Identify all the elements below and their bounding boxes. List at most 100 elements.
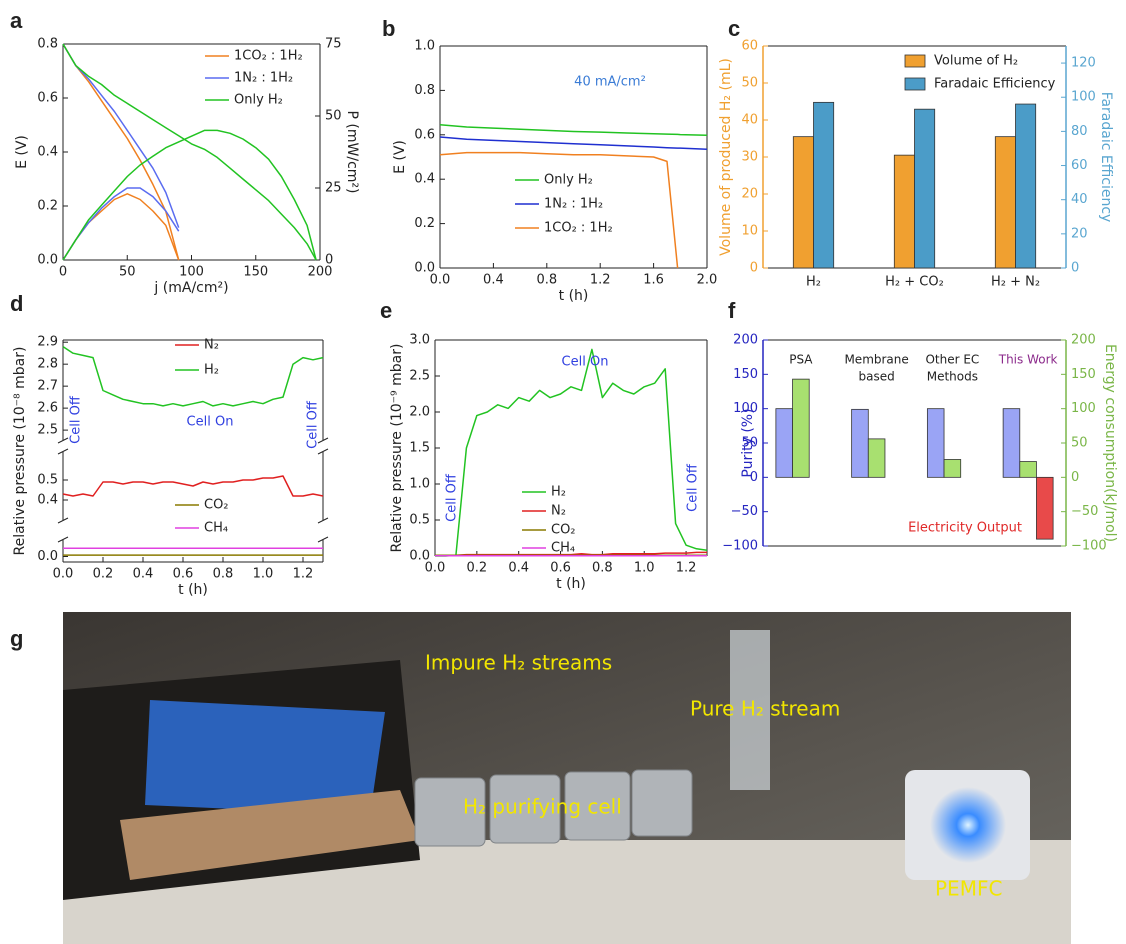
y-tick-label: 0.0 [409, 549, 430, 564]
bar [1020, 462, 1037, 478]
y-tick-label: 0.6 [37, 91, 58, 106]
legend-label: Only H₂ [234, 93, 283, 108]
x-tick-label: 0.2 [93, 567, 114, 582]
y-tick-label: 0.0 [414, 261, 435, 276]
data-line [440, 125, 707, 135]
annotation: Electricity Output [908, 521, 1022, 536]
y-axis-label: Relative pressure (10⁻⁸ mbar) [12, 347, 28, 556]
y-tick-label: 0.8 [37, 37, 58, 52]
y2-tick-label: 40 [1071, 192, 1088, 207]
y2-tick-label: 0 [325, 253, 333, 268]
y2-tick-label: 50 [325, 109, 342, 124]
axis-break [320, 520, 326, 540]
y2-tick-label: 0 [1071, 470, 1079, 485]
y2-tick-label: 25 [325, 181, 342, 196]
x-tick-label: 0.4 [483, 273, 504, 288]
panel-letter: a [10, 8, 23, 33]
y-tick-label: 20 [741, 187, 758, 202]
photo: Impure H₂ streams Pure H₂ stream H₂ puri… [63, 612, 1071, 944]
category-label: based [859, 370, 895, 384]
bar [1036, 477, 1053, 539]
legend-swatch [905, 78, 925, 90]
x-tick-label: 1.6 [643, 273, 664, 288]
y2-axis-label: P (mW/cm²) [344, 111, 360, 194]
axis-break [60, 520, 66, 540]
legend-label: 1N₂ : 1H₂ [234, 71, 293, 86]
panel-letter: d [10, 291, 23, 316]
x-tick-label: 1.2 [293, 567, 314, 582]
category-label: Methods [927, 370, 978, 384]
y-tick-label: −100 [722, 539, 758, 554]
bar [915, 109, 935, 268]
legend-label: 1CO₂ : 1H₂ [544, 221, 613, 236]
y-tick-label: 0.4 [37, 493, 58, 508]
x-tick-label: 0.4 [508, 561, 529, 576]
bar [944, 459, 961, 477]
y-tick-label: 200 [733, 333, 758, 348]
y-tick-label: 2.7 [37, 379, 58, 394]
y2-tick-label: 100 [1071, 90, 1096, 105]
y-tick-label: 1.0 [409, 477, 430, 492]
y-tick-label: 0.8 [414, 83, 435, 98]
y2-tick-label: −100 [1071, 539, 1107, 554]
data-line [63, 188, 179, 260]
bar [927, 409, 944, 478]
y-tick-label: 3.0 [409, 333, 430, 348]
data-line [63, 347, 323, 406]
y-tick-label: 0.0 [37, 253, 58, 268]
y2-tick-label: 75 [325, 37, 342, 52]
bar [894, 155, 914, 268]
y-axis-label: E (V) [392, 140, 408, 174]
y-tick-label: 0.4 [414, 172, 435, 187]
x-tick-label: 50 [119, 265, 136, 280]
x-axis-label: t (h) [559, 288, 589, 304]
category-label: PSA [789, 353, 813, 367]
category-label: Other EC [925, 353, 979, 367]
x-tick-label: 0.8 [592, 561, 613, 576]
category-label: This Work [998, 353, 1058, 367]
x-tick-label: 1.0 [634, 561, 655, 576]
x-tick-label: 1.2 [590, 273, 611, 288]
photo-label: Impure H₂ streams [425, 651, 612, 675]
legend-label: N₂ [204, 338, 219, 353]
y-tick-label: −50 [731, 504, 758, 519]
y2-tick-label: 20 [1071, 226, 1088, 241]
y-tick-label: 0.6 [414, 127, 435, 142]
y-tick-label: 2.8 [37, 357, 58, 372]
data-line [63, 476, 323, 496]
y-tick-label: 0.0 [37, 549, 58, 564]
x-tick-label: 0.6 [550, 561, 571, 576]
y-axis-label: Volume of produced H₂ (mL) [718, 58, 734, 256]
x-tick-label: 0 [59, 265, 67, 280]
y2-tick-label: 60 [1071, 158, 1088, 173]
annotation: Cell Off [445, 473, 460, 522]
x-tick-label: 1.2 [676, 561, 697, 576]
y-tick-label: 60 [741, 39, 758, 54]
legend-label: Only H₂ [544, 173, 593, 188]
y-axis-label: Purity (%) [740, 408, 756, 477]
y2-axis-label: Faradaic Efficiency [1098, 92, 1114, 223]
photo-label: PEMFC [935, 877, 1002, 901]
legend-label: CO₂ [551, 523, 576, 538]
annotation: Cell On [562, 355, 609, 370]
bar [868, 439, 885, 477]
y-tick-label: 30 [741, 150, 758, 165]
y2-tick-label: 150 [1071, 367, 1096, 382]
y-tick-label: 1.0 [414, 39, 435, 54]
y-tick-label: 1.5 [409, 441, 430, 456]
bar [852, 409, 869, 477]
photo-label: H₂ purifying cell [463, 795, 622, 819]
bar [793, 379, 810, 477]
x-tick-label: 1.0 [253, 567, 274, 582]
annotation: Cell On [187, 415, 234, 430]
legend-label: 1N₂ : 1H₂ [544, 197, 603, 212]
legend-label: H₂ [551, 485, 566, 500]
data-line [63, 130, 316, 260]
y-tick-label: 0.5 [37, 473, 58, 488]
y-tick-label: 150 [733, 367, 758, 382]
y-tick-label: 0.2 [37, 199, 58, 214]
x-tick-label: 0.8 [213, 567, 234, 582]
photo-label: Pure H₂ stream [690, 697, 840, 721]
x-axis-label: j (mA/cm²) [153, 280, 228, 296]
y2-tick-label: 120 [1071, 56, 1096, 71]
